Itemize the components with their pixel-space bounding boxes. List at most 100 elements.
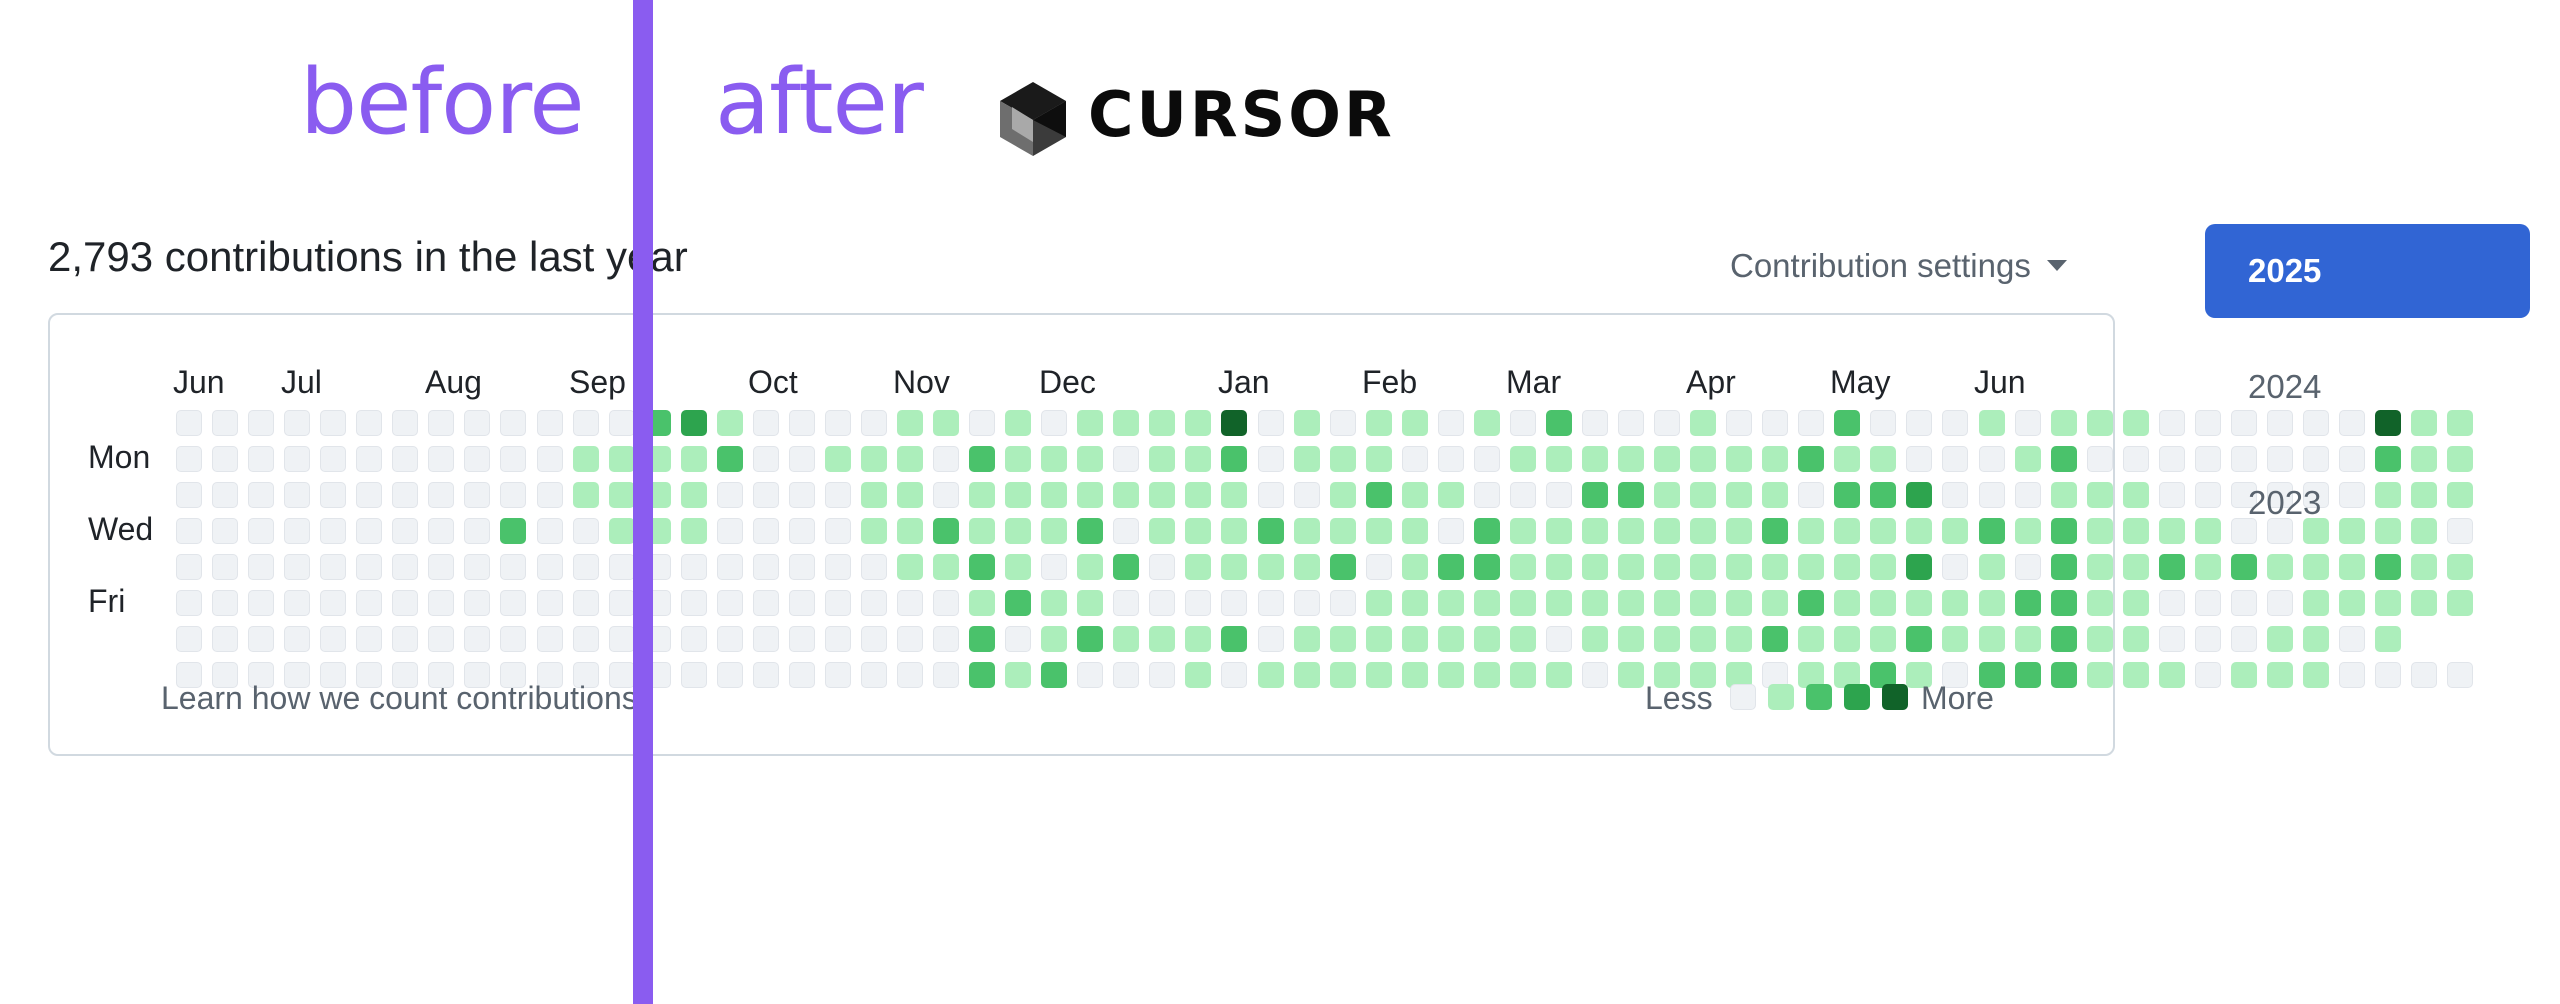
contribution-cell[interactable] xyxy=(788,446,815,472)
contribution-cell[interactable] xyxy=(176,518,202,544)
contribution-cell[interactable] xyxy=(752,590,779,616)
contribution-cell[interactable] xyxy=(464,590,491,616)
contribution-cell[interactable] xyxy=(2086,446,2113,472)
contribution-cell[interactable] xyxy=(1581,662,1608,688)
contribution-cell[interactable] xyxy=(356,662,383,688)
contribution-cell[interactable] xyxy=(1293,518,1320,544)
contribution-cell[interactable] xyxy=(608,410,635,436)
contribution-cell[interactable] xyxy=(1581,446,1608,472)
contribution-cell[interactable] xyxy=(2194,446,2221,472)
contribution-cell[interactable] xyxy=(1401,662,1428,688)
contribution-cell[interactable] xyxy=(716,410,743,436)
contribution-cell[interactable] xyxy=(2302,590,2329,616)
contribution-cell[interactable] xyxy=(2375,518,2402,544)
contribution-cell[interactable] xyxy=(2122,518,2149,544)
contribution-cell[interactable] xyxy=(1618,662,1644,688)
contribution-cell[interactable] xyxy=(1077,410,1104,436)
contribution-cell[interactable] xyxy=(716,482,743,508)
contribution-cell[interactable] xyxy=(1221,590,1248,616)
contribution-cell[interactable] xyxy=(2302,554,2329,580)
contribution-cell[interactable] xyxy=(608,518,635,544)
contribution-cell[interactable] xyxy=(969,554,996,580)
contribution-cell[interactable] xyxy=(1365,590,1392,616)
contribution-cell[interactable] xyxy=(1690,590,1717,616)
contribution-cell[interactable] xyxy=(2230,482,2257,508)
contribution-cell[interactable] xyxy=(500,446,527,472)
contribution-cell[interactable] xyxy=(2411,482,2438,508)
contribution-cell[interactable] xyxy=(2194,518,2221,544)
contribution-cell[interactable] xyxy=(2086,554,2113,580)
contribution-cell[interactable] xyxy=(2050,662,2077,688)
contribution-cell[interactable] xyxy=(176,590,202,616)
contribution-cell[interactable] xyxy=(1113,662,1140,688)
contribution-cell[interactable] xyxy=(2411,554,2438,580)
contribution-cell[interactable] xyxy=(788,626,815,652)
contribution-cell[interactable] xyxy=(2122,662,2149,688)
contribution-cell[interactable] xyxy=(2447,446,2474,472)
contribution-cell[interactable] xyxy=(176,446,202,472)
contribution-cell[interactable] xyxy=(248,626,275,652)
contribution-cell[interactable] xyxy=(248,446,275,472)
contribution-cell[interactable] xyxy=(536,410,563,436)
contribution-cell[interactable] xyxy=(1221,518,1248,544)
contribution-cell[interactable] xyxy=(1834,590,1861,616)
contribution-cell[interactable] xyxy=(1293,410,1320,436)
contribution-cell[interactable] xyxy=(1870,410,1897,436)
contribution-cell[interactable] xyxy=(2230,554,2257,580)
contribution-cell[interactable] xyxy=(284,518,311,544)
contribution-cell[interactable] xyxy=(969,410,996,436)
contribution-cell[interactable] xyxy=(2375,410,2402,436)
contribution-cell[interactable] xyxy=(1545,554,1572,580)
contribution-cell[interactable] xyxy=(2266,662,2293,688)
contribution-cell[interactable] xyxy=(1149,446,1176,472)
contribution-cell[interactable] xyxy=(428,662,455,688)
contribution-cell[interactable] xyxy=(2122,482,2149,508)
contribution-cell[interactable] xyxy=(1726,626,1753,652)
contribution-cell[interactable] xyxy=(716,626,743,652)
contribution-cell[interactable] xyxy=(176,626,202,652)
contribution-cell[interactable] xyxy=(752,446,779,472)
contribution-cell[interactable] xyxy=(2447,590,2474,616)
contribution-cell[interactable] xyxy=(2447,662,2474,688)
contribution-cell[interactable] xyxy=(1149,626,1176,652)
contribution-cell[interactable] xyxy=(969,482,996,508)
contribution-cell[interactable] xyxy=(1293,662,1320,688)
contribution-cell[interactable] xyxy=(2339,626,2365,652)
contribution-cell[interactable] xyxy=(1906,410,1933,436)
contribution-cell[interactable] xyxy=(1113,626,1140,652)
before-after-divider[interactable] xyxy=(633,0,653,1004)
contribution-cell[interactable] xyxy=(176,482,202,508)
contribution-cell[interactable] xyxy=(2375,662,2402,688)
contribution-cell[interactable] xyxy=(1437,626,1464,652)
contribution-cell[interactable] xyxy=(1870,482,1897,508)
contribution-cell[interactable] xyxy=(320,446,347,472)
contribution-cell[interactable] xyxy=(2230,662,2257,688)
contribution-cell[interactable] xyxy=(1654,626,1681,652)
contribution-cell[interactable] xyxy=(392,590,419,616)
contribution-cell[interactable] xyxy=(1185,554,1212,580)
contribution-cell[interactable] xyxy=(860,410,887,436)
contribution-cell[interactable] xyxy=(752,518,779,544)
contribution-cell[interactable] xyxy=(392,482,419,508)
contribution-cell[interactable] xyxy=(2086,590,2113,616)
contribution-cell[interactable] xyxy=(1329,626,1356,652)
contribution-cell[interactable] xyxy=(1185,590,1212,616)
contribution-cell[interactable] xyxy=(428,626,455,652)
contribution-cell[interactable] xyxy=(1437,554,1464,580)
contribution-cell[interactable] xyxy=(356,626,383,652)
contribution-cell[interactable] xyxy=(1870,662,1897,688)
contribution-cell[interactable] xyxy=(2194,662,2221,688)
contribution-cell[interactable] xyxy=(428,590,455,616)
contribution-cell[interactable] xyxy=(392,626,419,652)
contribution-cell[interactable] xyxy=(1690,662,1717,688)
contribution-cell[interactable] xyxy=(1401,590,1428,616)
contribution-cell[interactable] xyxy=(969,662,996,688)
contribution-cell[interactable] xyxy=(1870,446,1897,472)
contribution-cell[interactable] xyxy=(1113,590,1140,616)
contribution-cell[interactable] xyxy=(1834,410,1861,436)
contribution-cell[interactable] xyxy=(1365,482,1392,508)
contribution-cell[interactable] xyxy=(1654,554,1681,580)
contribution-cell[interactable] xyxy=(1401,626,1428,652)
contribution-cell[interactable] xyxy=(500,590,527,616)
contribution-cell[interactable] xyxy=(320,482,347,508)
